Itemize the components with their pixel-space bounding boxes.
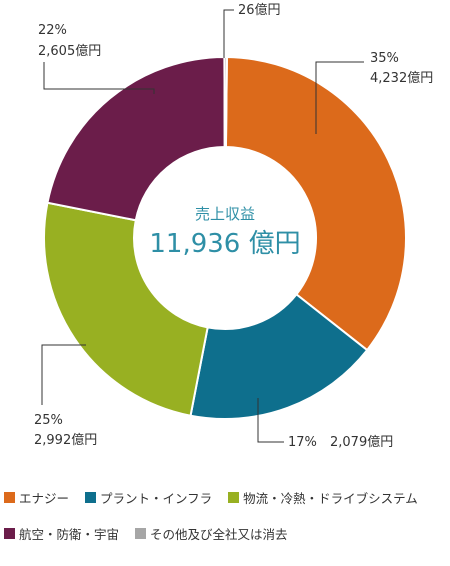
- legend-row: エナジー プラント・インフラ 物流・冷熱・ドライブシステム: [4, 485, 450, 509]
- legend-row: 航空・防衛・宇宙 その他及び全社又は消去: [4, 521, 450, 545]
- slice-other: [223, 55, 228, 149]
- legend-swatch-other: [135, 527, 147, 539]
- leader-logistics: [41, 344, 86, 405]
- legend-label-plant: プラント・インフラ: [100, 490, 213, 506]
- center-total-value: 11,936 億円: [149, 229, 300, 259]
- legend-swatch-plant: [85, 491, 97, 503]
- legend-label-aerospace: 航空・防衛・宇宙: [19, 526, 120, 542]
- legend: エナジー プラント・インフラ 物流・冷熱・ドライブシステム 航空・防衛・宇宙 そ…: [4, 485, 450, 557]
- legend-label-logistics: 物流・冷熱・ドライブシステム: [243, 490, 418, 506]
- center-title: 売上収益: [195, 205, 255, 223]
- label-logistics-pct: 25%: [34, 413, 63, 428]
- leader-aerospace: [43, 62, 155, 94]
- legend-label-other: その他及び全社又は消去: [150, 526, 288, 542]
- slice-energy: [224, 55, 407, 352]
- label-plant-amount: 2,079億円: [330, 434, 393, 450]
- label-aerospace-pct: 22%: [38, 23, 67, 38]
- leader-plant: [257, 398, 284, 443]
- label-plant-pct: 17%: [288, 435, 317, 450]
- label-logistics-amount: 2,992億円: [34, 432, 97, 448]
- label-energy-amount: 4,232億円: [370, 70, 433, 86]
- legend-swatch-logistics: [228, 491, 240, 503]
- label-aerospace-amount: 2,605億円: [38, 43, 101, 59]
- label-energy-pct: 35%: [370, 51, 399, 66]
- legend-item-energy: エナジー: [4, 488, 69, 507]
- legend-swatch-energy: [4, 491, 15, 503]
- legend-swatch-aerospace: [4, 527, 15, 539]
- legend-item-other: その他及び全社又は消去: [135, 524, 288, 543]
- legend-item-aerospace: 航空・防衛・宇宙: [4, 524, 119, 543]
- label-other-amount: 26億円: [238, 2, 281, 18]
- leader-energy: [315, 61, 364, 134]
- slice-logistics: [43, 201, 209, 417]
- legend-label-energy: エナジー: [19, 490, 70, 506]
- leader-other: [223, 9, 234, 58]
- leader-lines: [41, 9, 364, 443]
- donut-slices: [43, 55, 407, 420]
- slice-plant-infra: [189, 292, 369, 420]
- legend-item-plant: プラント・インフラ: [85, 488, 212, 507]
- slice-aerospace: [46, 55, 226, 222]
- legend-item-logistics: 物流・冷熱・ドライブシステム: [228, 488, 418, 507]
